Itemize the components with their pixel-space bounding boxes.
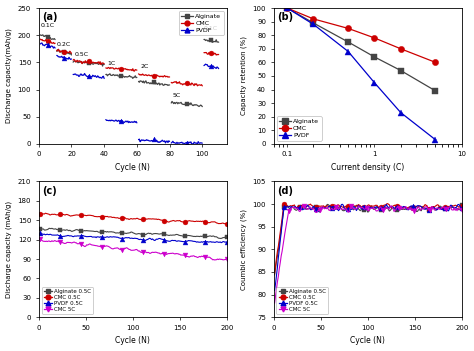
Line: PVDF 0.5C: PVDF 0.5C xyxy=(40,233,227,243)
PVDF 0.5C xyxy=(208,239,214,244)
Alginate 0.5C xyxy=(88,229,93,233)
X-axis label: Cycle (N): Cycle (N) xyxy=(350,337,385,345)
Text: 0.5C: 0.5C xyxy=(75,52,89,57)
Alginate 0.5C xyxy=(49,226,55,230)
CMC 0.5C xyxy=(209,220,215,224)
Y-axis label: Discharge capacity (mAh/g): Discharge capacity (mAh/g) xyxy=(6,201,12,298)
CMC 5C xyxy=(212,258,218,262)
Alginate 0.5C xyxy=(216,236,221,240)
PVDF 0.5C xyxy=(45,232,50,236)
CMC 0.5C xyxy=(88,213,93,217)
PVDF 0.5C xyxy=(72,234,77,238)
Text: 0.1C: 0.1C xyxy=(40,23,55,28)
X-axis label: Current density (C): Current density (C) xyxy=(331,163,404,172)
Line: CMC 0.5C: CMC 0.5C xyxy=(40,213,227,224)
Text: (d): (d) xyxy=(277,186,293,196)
CMC 0.5C xyxy=(37,212,43,216)
Text: (c): (c) xyxy=(43,186,57,196)
PVDF 0.5C xyxy=(37,231,43,236)
CMC 5C xyxy=(87,242,92,246)
Alginate 0.5C xyxy=(48,227,54,231)
CMC 5C xyxy=(37,237,43,241)
Y-axis label: Capacity retention (%): Capacity retention (%) xyxy=(240,37,247,115)
PVDF 0.5C xyxy=(48,232,54,237)
Legend: Alginate, CMC, PVDF: Alginate, CMC, PVDF xyxy=(277,117,321,141)
Alginate 0.5C xyxy=(73,228,78,232)
CMC 5C xyxy=(48,239,54,244)
Y-axis label: Coumbic efficiency (%): Coumbic efficiency (%) xyxy=(240,209,247,290)
CMC 5C xyxy=(216,258,221,262)
CMC 0.5C xyxy=(224,222,230,226)
X-axis label: Cycle (N): Cycle (N) xyxy=(115,337,150,345)
Line: Alginate 0.5C: Alginate 0.5C xyxy=(40,228,227,238)
PVDF 0.5C xyxy=(215,240,220,244)
PVDF 0.5C xyxy=(219,240,224,245)
CMC 0.5C xyxy=(49,212,55,216)
Text: 1C: 1C xyxy=(108,61,116,66)
Alginate 0.5C xyxy=(224,235,230,239)
Text: (b): (b) xyxy=(277,12,293,22)
Alginate 0.5C xyxy=(209,234,215,239)
Alginate 0.5C xyxy=(218,236,223,240)
Text: (a): (a) xyxy=(43,12,58,22)
CMC 0.5C xyxy=(73,213,78,217)
Text: 5C: 5C xyxy=(173,93,181,98)
CMC 5C xyxy=(45,239,50,244)
Text: 2C: 2C xyxy=(140,64,148,69)
Legend: Alginate 0.5C, CMC 0.5C, PVDF 0.5C, CMC 5C: Alginate 0.5C, CMC 0.5C, PVDF 0.5C, CMC … xyxy=(276,287,328,314)
PVDF 0.5C xyxy=(224,240,230,245)
CMC 0.5C xyxy=(216,221,221,226)
X-axis label: Cycle (N): Cycle (N) xyxy=(115,163,150,172)
Alginate 0.5C xyxy=(37,227,43,231)
Legend: Alginate 0.5C, CMC 0.5C, PVDF 0.5C, CMC 5C: Alginate 0.5C, CMC 0.5C, PVDF 0.5C, CMC … xyxy=(42,287,93,314)
CMC 0.5C xyxy=(43,211,48,215)
Text: 0.1C: 0.1C xyxy=(204,26,218,31)
CMC 0.5C xyxy=(46,212,51,216)
Legend: Alginate, CMC, PVDF: Alginate, CMC, PVDF xyxy=(179,11,224,35)
CMC 5C xyxy=(208,256,214,260)
Alginate 0.5C xyxy=(45,227,50,232)
CMC 5C xyxy=(72,240,77,244)
Line: CMC 5C: CMC 5C xyxy=(40,239,227,260)
Text: 0.2C: 0.2C xyxy=(57,42,71,47)
Y-axis label: Discharge capacity(mAh/g): Discharge capacity(mAh/g) xyxy=(6,28,12,124)
PVDF 0.5C xyxy=(87,234,92,239)
CMC 5C xyxy=(224,257,230,261)
